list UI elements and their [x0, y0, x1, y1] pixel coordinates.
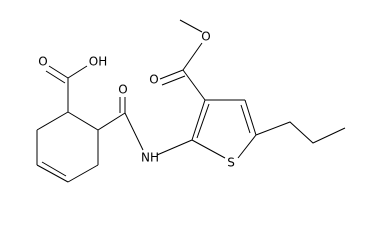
atom-label: O	[38, 55, 47, 69]
atom-label: O	[118, 83, 127, 97]
atom-label: NH	[141, 151, 159, 165]
atom-labels: O OH O O O NH S	[38, 30, 235, 170]
bonds	[36, 19, 346, 183]
atom-label: S	[227, 156, 235, 170]
atom-label: O	[149, 73, 158, 87]
atom-label: OH	[89, 55, 107, 69]
molecule-diagram: O OH O O O NH S	[36, 19, 346, 183]
atom-label: O	[201, 30, 210, 44]
